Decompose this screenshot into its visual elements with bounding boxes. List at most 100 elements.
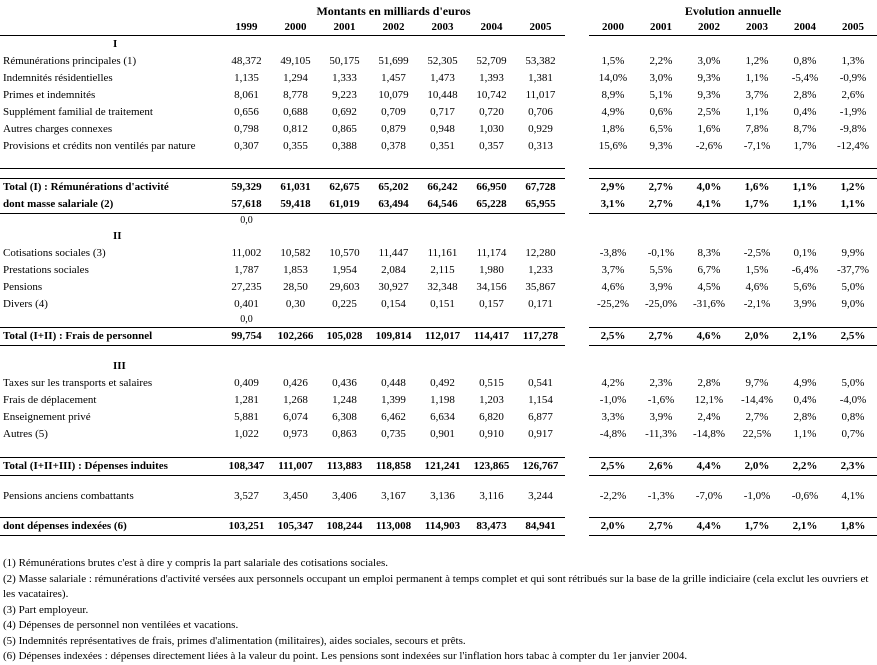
column-group-gap <box>565 138 589 155</box>
evolution-cell <box>829 214 877 228</box>
amount-cell: 59,418 <box>280 198 311 210</box>
amount-cell: 1,980 <box>479 264 504 276</box>
amount-cell: 0,798 <box>234 123 259 135</box>
amount-cell: 0,720 <box>479 106 504 118</box>
footnote: (4) Dépenses de personnel non ventilées … <box>3 619 239 631</box>
amount-cell: 0,307 <box>234 140 259 152</box>
amount-cell: 0,901 <box>430 428 455 440</box>
amount-cell: 50,175 <box>329 55 360 67</box>
amount-cell: 11,161 <box>427 247 458 259</box>
row-label: II <box>113 230 122 242</box>
evolution-cell: -25,0% <box>644 298 678 310</box>
amount-cell: 0,357 <box>479 140 504 152</box>
amount-cell: 6,634 <box>430 411 455 423</box>
evolution-cell: 4,2% <box>601 377 625 389</box>
evolution-cell: -9,8% <box>839 123 867 135</box>
amount-cell: 0,717 <box>430 106 455 118</box>
column-group-gap <box>565 488 589 505</box>
evolution-cell: -25,2% <box>596 298 630 310</box>
amount-cell: 0,401 <box>234 298 259 310</box>
row-label: Total (I) : Rémunérations d'activité <box>3 181 169 193</box>
evolution-cell: 1,7% <box>793 140 817 152</box>
total-row: dont masse salariale (2) 57,618 59,418 61,0… <box>0 196 877 214</box>
evolution-cell: 4,6% <box>696 330 722 342</box>
row-label <box>0 313 222 327</box>
amount-cell: 11,174 <box>476 247 507 259</box>
evolution-cell: 2,7% <box>648 181 674 193</box>
evolution-cell: 4,6% <box>745 281 769 293</box>
amount-cell: 64,546 <box>427 198 458 210</box>
evolution-year-header: 2004 <box>794 21 816 33</box>
evolution-cell: 9,0% <box>841 298 865 310</box>
amount-cell: 0,917 <box>528 428 553 440</box>
amount-cell: 65,228 <box>476 198 507 210</box>
amount-cell: 1,203 <box>479 394 504 406</box>
evolution-cell: 2,7% <box>648 330 674 342</box>
column-group-gap <box>565 458 589 476</box>
column-group-gap <box>565 426 589 443</box>
amount-cell: 3,116 <box>479 490 504 502</box>
amount-cell: 0,448 <box>381 377 406 389</box>
row-label: Provisions et crédits non ventilés par n… <box>3 140 196 152</box>
evolution-cell: 5,5% <box>649 264 673 276</box>
amount-cell <box>467 214 516 228</box>
amount-cell: 83,473 <box>476 520 507 532</box>
evolution-cell: -4,8% <box>599 428 627 440</box>
table-row: Prestations sociales 1,787 1,853 1,954 2,084… <box>0 262 877 279</box>
evolution-cell: 4,9% <box>793 377 817 389</box>
amount-cell: 27,235 <box>231 281 262 293</box>
amount-cell: 1,393 <box>479 72 504 84</box>
column-group-gap <box>565 155 589 169</box>
evolution-cell: -1,3% <box>647 490 675 502</box>
amount-cell: 0,656 <box>234 106 259 118</box>
evolution-cell: 1,8% <box>840 520 866 532</box>
column-group-gap <box>565 245 589 262</box>
amount-cell: 0,426 <box>283 377 308 389</box>
amount-cell: 1,954 <box>332 264 357 276</box>
evolution-cell: 1,1% <box>793 428 817 440</box>
amount-cell <box>320 313 369 327</box>
amount-cell: 1,294 <box>283 72 308 84</box>
amount-cell: 0,865 <box>332 123 357 135</box>
amount-year-header: 2003 <box>431 21 454 33</box>
section-row: II <box>0 228 877 245</box>
footnote: (5) Indemnités représentatives de frais,… <box>3 634 466 647</box>
table-row: Indemnités résidentielles 1,135 1,294 1,333… <box>0 70 877 87</box>
column-group-gap <box>565 505 589 518</box>
evolution-cell: -6,4% <box>791 264 819 276</box>
amount-cell: 1,399 <box>381 394 406 406</box>
amount-cell: 3,406 <box>332 490 357 502</box>
evolution-cell: 1,6% <box>697 123 721 135</box>
amount-cell: 0,948 <box>430 123 455 135</box>
amount-cell: 0,688 <box>283 106 308 118</box>
amount-cell: 3,167 <box>381 490 406 502</box>
amount-cell: 105,347 <box>277 520 314 532</box>
evolution-cell: 5,0% <box>841 377 865 389</box>
amount-cell: 34,156 <box>476 281 507 293</box>
evolution-cell: -0,9% <box>839 72 867 84</box>
amount-cell: 1,281 <box>234 394 259 406</box>
amount-cell: 59,329 <box>231 181 262 193</box>
amount-cell: 0,154 <box>381 298 406 310</box>
amount-cell: 10,582 <box>280 247 311 259</box>
evolution-cell: 2,0% <box>744 330 770 342</box>
evolution-cell: 5,6% <box>793 281 817 293</box>
evolution-cell <box>685 313 733 327</box>
table-row: Frais de déplacement 1,281 1,268 1,248 1,399… <box>0 392 877 409</box>
evolution-cell: 2,8% <box>793 411 817 423</box>
amount-cell: 99,754 <box>231 330 262 342</box>
evolution-cell: -14,4% <box>740 394 774 406</box>
evolution-year-header: 2000 <box>602 21 624 33</box>
amount-cell: 48,372 <box>231 55 262 67</box>
table-row: Enseignement privé 5,881 6,074 6,308 6,462 6,… <box>0 409 877 426</box>
label-column-spacer <box>0 19 222 35</box>
section-row: I <box>0 36 877 53</box>
column-group-gap <box>565 104 589 121</box>
evolution-cell: 5,0% <box>841 281 865 293</box>
amount-cell: 105,028 <box>326 330 363 342</box>
evolution-cell: -0,6% <box>791 490 819 502</box>
table-body: I Rémunérations principales (1) 48,372 49,1… <box>0 36 877 536</box>
amount-cell: 62,675 <box>329 181 360 193</box>
amount-cell: 0,812 <box>283 123 308 135</box>
amount-cell <box>467 313 516 327</box>
